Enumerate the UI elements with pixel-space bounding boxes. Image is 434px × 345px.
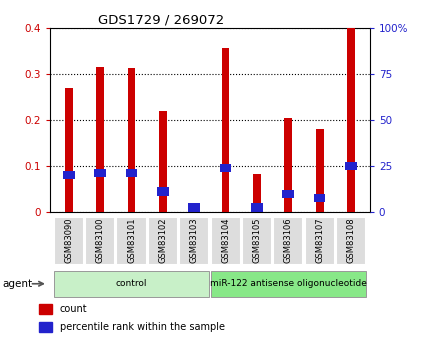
- Bar: [127, 68, 135, 212]
- Text: GSM83103: GSM83103: [189, 217, 198, 263]
- FancyBboxPatch shape: [54, 217, 84, 265]
- Bar: [96, 67, 104, 212]
- Text: GSM83100: GSM83100: [95, 217, 105, 263]
- FancyBboxPatch shape: [335, 217, 365, 265]
- Text: GSM83104: GSM83104: [220, 217, 230, 263]
- FancyBboxPatch shape: [273, 217, 302, 265]
- Bar: [94, 169, 106, 177]
- FancyBboxPatch shape: [210, 217, 240, 265]
- Text: GSM83101: GSM83101: [127, 217, 136, 263]
- Bar: [188, 204, 200, 212]
- Text: GSM83090: GSM83090: [64, 217, 73, 263]
- Bar: [284, 118, 292, 212]
- Text: percentile rank within the sample: percentile rank within the sample: [59, 322, 224, 332]
- Bar: [344, 162, 356, 170]
- Bar: [125, 169, 137, 177]
- FancyBboxPatch shape: [241, 217, 271, 265]
- FancyBboxPatch shape: [304, 217, 334, 265]
- Text: control: control: [115, 279, 147, 288]
- Bar: [158, 111, 166, 212]
- FancyBboxPatch shape: [179, 217, 209, 265]
- FancyBboxPatch shape: [148, 217, 178, 265]
- Bar: [190, 208, 197, 212]
- Bar: [346, 28, 354, 212]
- Bar: [219, 164, 231, 172]
- Text: GSM83102: GSM83102: [158, 217, 167, 263]
- FancyBboxPatch shape: [210, 270, 365, 297]
- Bar: [39, 322, 52, 333]
- Text: GSM83106: GSM83106: [283, 217, 292, 263]
- Bar: [250, 204, 262, 212]
- Text: miR-122 antisense oligonucleotide: miR-122 antisense oligonucleotide: [209, 279, 366, 288]
- Bar: [282, 189, 293, 198]
- Text: count: count: [59, 304, 87, 314]
- Bar: [157, 187, 168, 196]
- FancyBboxPatch shape: [85, 217, 115, 265]
- Text: GSM83107: GSM83107: [314, 217, 323, 263]
- Text: agent: agent: [2, 279, 32, 289]
- Bar: [253, 174, 260, 212]
- Bar: [313, 194, 325, 203]
- Bar: [39, 304, 52, 314]
- FancyBboxPatch shape: [116, 217, 146, 265]
- FancyBboxPatch shape: [54, 270, 209, 297]
- Bar: [65, 88, 72, 212]
- Text: GSM83105: GSM83105: [252, 217, 261, 263]
- Bar: [221, 48, 229, 212]
- Text: GSM83108: GSM83108: [345, 217, 355, 263]
- Bar: [63, 171, 75, 179]
- Text: GDS1729 / 269072: GDS1729 / 269072: [98, 13, 224, 27]
- Bar: [315, 129, 323, 212]
